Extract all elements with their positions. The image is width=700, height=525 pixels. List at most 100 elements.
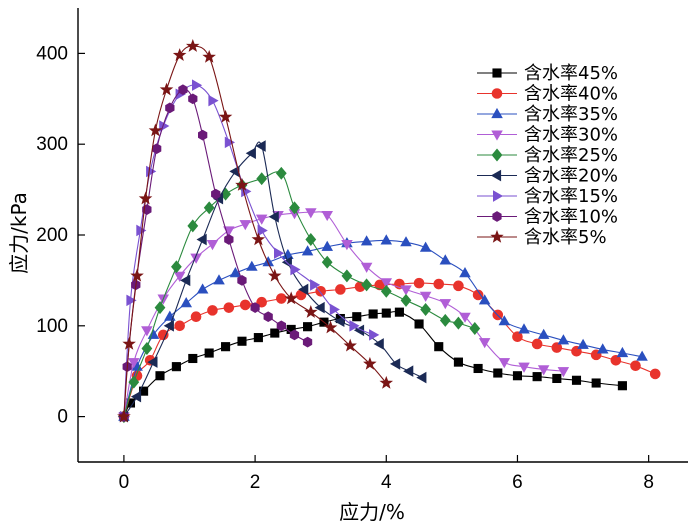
data-point [126, 294, 137, 307]
legend-marker [490, 169, 502, 182]
data-point [165, 102, 175, 114]
x-axis-title: 应力/% [339, 500, 405, 524]
data-point [353, 324, 365, 337]
data-point [224, 136, 236, 149]
data-point [361, 278, 372, 292]
data-point [130, 390, 142, 403]
data-point [512, 371, 523, 381]
data-point [363, 356, 377, 370]
data-point [213, 274, 225, 285]
legend-item: 含水率20% [477, 166, 618, 187]
data-point [419, 291, 432, 302]
data-point [202, 49, 216, 63]
data-point [152, 143, 162, 155]
data-point [591, 378, 601, 388]
data-point [178, 84, 188, 96]
data-point [174, 320, 185, 332]
data-point [439, 299, 452, 310]
data-point [616, 346, 629, 358]
series-5 [118, 166, 481, 424]
data-point [453, 357, 463, 367]
data-point [453, 316, 464, 330]
y-tick-label: 200 [36, 225, 68, 246]
data-point [537, 328, 550, 339]
data-point [298, 283, 309, 296]
data-point [341, 240, 353, 251]
legend-label: 含水率20% [524, 166, 618, 187]
data-point [419, 241, 432, 252]
data-point [301, 245, 314, 256]
legend-label: 含水率40% [524, 84, 618, 105]
x-tick-label: 6 [512, 472, 523, 493]
series-7 [119, 79, 380, 423]
data-point [275, 166, 287, 180]
data-point [469, 322, 481, 335]
data-point [478, 294, 491, 305]
data-point [224, 234, 234, 245]
data-point [245, 147, 256, 160]
data-point [138, 191, 153, 205]
data-point [416, 371, 427, 384]
legend-item: 含水率15% [477, 186, 618, 207]
data-point [207, 305, 218, 316]
data-point [239, 220, 252, 231]
data-point [290, 263, 301, 276]
data-point [335, 284, 346, 295]
data-point [537, 365, 550, 376]
data-point [253, 333, 263, 343]
series-3 [118, 234, 648, 421]
data-point [381, 308, 391, 318]
data-point [237, 275, 247, 286]
data-point [163, 320, 174, 332]
data-point [518, 323, 530, 334]
data-point [203, 201, 215, 215]
data-point [531, 338, 543, 350]
ticks: 0 2 4 6 8 0 100 200 300 400 [36, 43, 654, 493]
data-point [159, 82, 174, 96]
legend: 含水率45%含水率40%含水率35%含水率30%含水率25%含水率20%含水率1… [477, 63, 618, 248]
data-point [343, 338, 357, 352]
data-point [141, 342, 153, 355]
data-point [192, 79, 203, 91]
x-tick-label: 2 [250, 472, 261, 493]
data-point [636, 350, 648, 361]
data-point [403, 365, 414, 377]
data-point [459, 312, 471, 323]
data-point [368, 309, 378, 319]
series-group [117, 39, 661, 424]
data-point [218, 109, 233, 123]
data-point [255, 214, 268, 225]
legend-marker [491, 88, 503, 99]
x-tick-label: 4 [381, 472, 392, 493]
data-point [172, 48, 187, 62]
data-point [649, 368, 661, 380]
data-point [188, 353, 198, 364]
data-point [251, 232, 266, 246]
data-point [211, 188, 221, 200]
data-point [323, 320, 338, 334]
data-point [196, 283, 209, 294]
data-point [235, 177, 249, 191]
data-point [305, 233, 317, 246]
series-line [123, 239, 643, 417]
legend-marker [491, 130, 503, 141]
data-point [190, 311, 202, 323]
legend-marker [492, 68, 502, 78]
legend-marker [491, 148, 503, 162]
data-point [289, 329, 300, 341]
data-point [250, 302, 260, 313]
data-point [557, 367, 570, 378]
data-point [117, 409, 131, 423]
legend-item: 含水率35% [477, 104, 618, 125]
data-point [369, 329, 380, 341]
legend-label: 含水率45% [524, 63, 618, 84]
data-point [180, 274, 191, 287]
data-point [262, 256, 275, 267]
legend-item: 含水率5% [477, 227, 607, 248]
data-point [400, 285, 412, 296]
legend-marker [491, 107, 503, 119]
legend-item: 含水率45% [477, 63, 618, 84]
data-point [310, 279, 321, 291]
